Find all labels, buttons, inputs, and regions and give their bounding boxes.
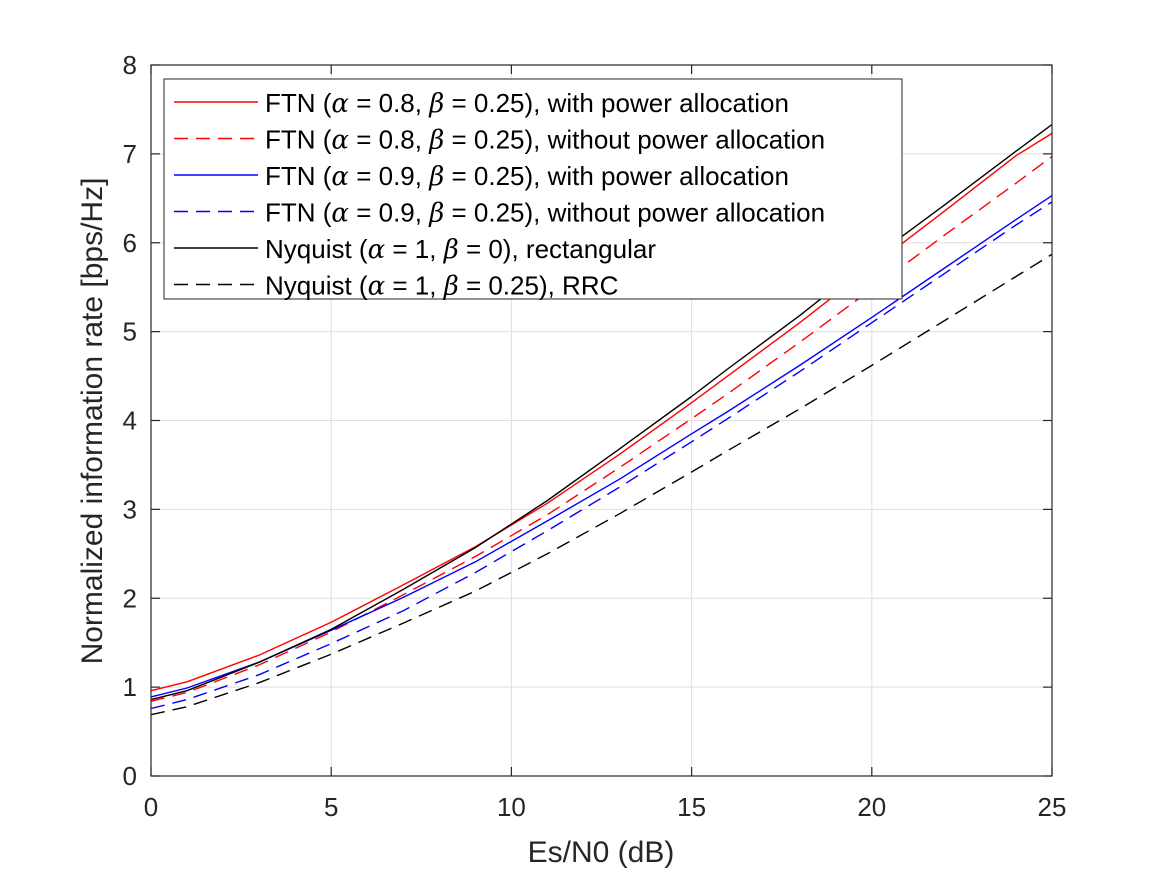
y-tick-label: 0 — [123, 761, 137, 791]
legend-entry-5: Nyquist (α = 1, β = 0), rectangular — [265, 234, 656, 265]
tick-labels: 0 5 10 15 20 25 0 1 2 3 4 5 6 7 8 — [123, 50, 1067, 822]
y-tick-label: 8 — [123, 50, 137, 80]
legend-box — [163, 78, 903, 300]
y-tick-label: 3 — [123, 494, 137, 524]
x-axis-label: Es/N0 (dB) — [528, 836, 675, 869]
legend-entry-6: Nyquist (α = 1, β = 0.25), RRC — [265, 271, 618, 302]
y-tick-label: 4 — [123, 406, 137, 436]
legend-entry-1: FTN (α = 0.8, β = 0.25), with power allo… — [265, 88, 789, 119]
x-tick-label: 5 — [324, 792, 338, 822]
y-axis-label: Normalized information rate [bps/Hz] — [76, 178, 109, 665]
x-tick-label: 20 — [857, 792, 886, 822]
axis-ticks — [150, 64, 1053, 777]
x-tick-label: 25 — [1038, 792, 1067, 822]
y-tick-label: 2 — [123, 583, 137, 613]
y-tick-label: 7 — [123, 139, 137, 169]
y-tick-label: 6 — [123, 228, 137, 258]
series-line-6 — [150, 253, 1053, 716]
y-tick-label: 1 — [123, 672, 137, 702]
series-line-4 — [150, 201, 1053, 710]
x-tick-label: 15 — [677, 792, 706, 822]
x-tick-label: 10 — [497, 792, 526, 822]
series-line-2 — [150, 155, 1053, 702]
legend: FTN (α = 0.8, β = 0.25), with power allo… — [163, 78, 903, 302]
series-line-5 — [150, 123, 1053, 701]
legend-entry-3: FTN (α = 0.9, β = 0.25), with power allo… — [265, 161, 789, 192]
x-tick-label: 0 — [144, 792, 158, 822]
series-line-1 — [150, 132, 1053, 692]
y-tick-label: 5 — [123, 317, 137, 347]
legend-entry-4: FTN (α = 0.9, β = 0.25), without power a… — [265, 198, 825, 229]
legend-entry-2: FTN (α = 0.8, β = 0.25), without power a… — [265, 125, 825, 156]
series-lines — [150, 123, 1053, 716]
